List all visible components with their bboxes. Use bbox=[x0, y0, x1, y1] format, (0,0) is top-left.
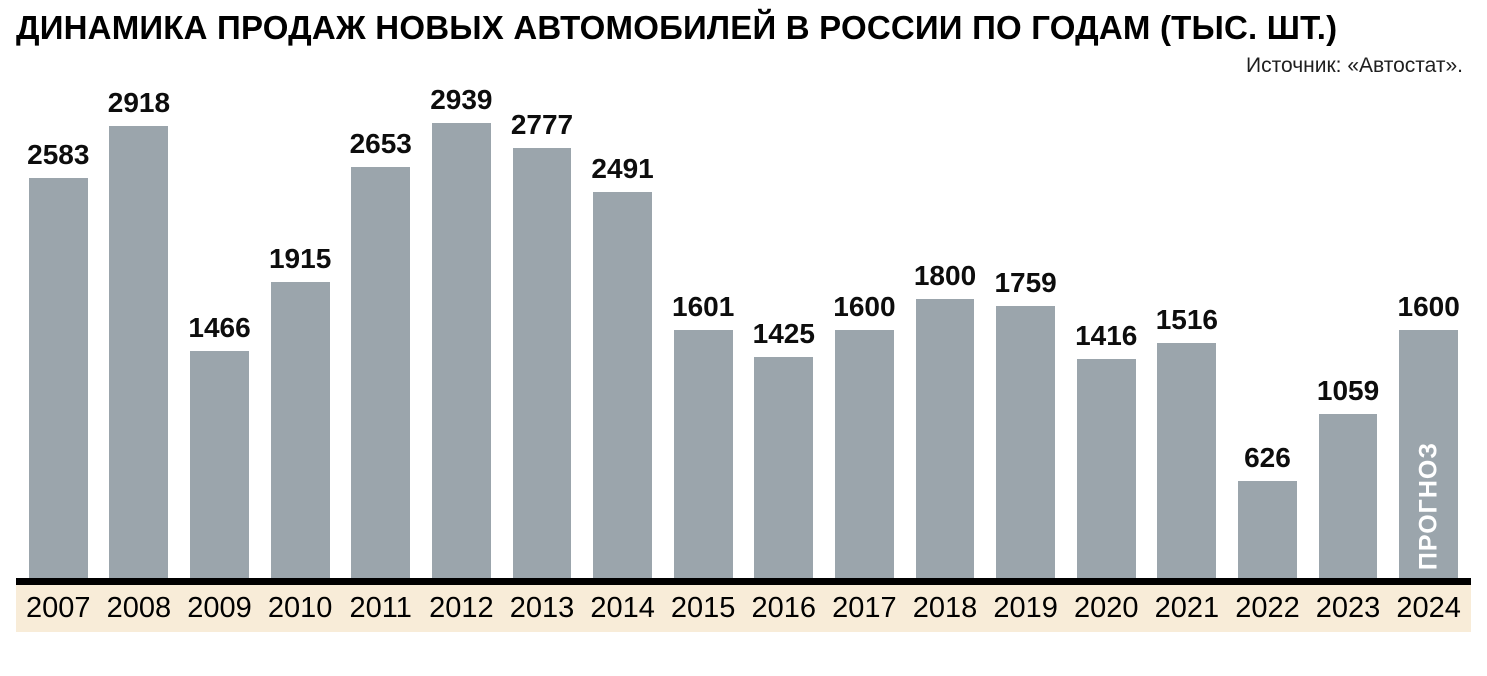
x-axis-label: 2024 bbox=[1396, 592, 1461, 625]
bar bbox=[593, 192, 652, 579]
bar-column: 1466 bbox=[179, 312, 260, 579]
bar bbox=[996, 306, 1056, 579]
x-axis-label: 2012 bbox=[429, 592, 494, 625]
x-axis-label: 2016 bbox=[751, 592, 817, 625]
bar-column: 1915 bbox=[260, 243, 341, 579]
bar-column: 1601 bbox=[663, 291, 744, 579]
bar-column: 2653 bbox=[340, 128, 421, 579]
x-axis-label: 2009 bbox=[187, 592, 252, 625]
bar-value-label: 2653 bbox=[349, 128, 412, 160]
bar bbox=[28, 178, 88, 579]
x-axis-label: 2023 bbox=[1315, 592, 1381, 625]
x-axis-label: 2020 bbox=[1073, 592, 1139, 625]
x-axis-label: 2017 bbox=[832, 592, 897, 625]
bar-value-label: 1516 bbox=[1155, 304, 1218, 336]
bar-value-label: 2918 bbox=[107, 87, 171, 119]
bar bbox=[834, 330, 894, 579]
x-axis-label: 2011 bbox=[349, 592, 412, 625]
forecast-label: ПРОГНОЗ bbox=[1414, 442, 1443, 571]
plot-area: 2583 2918 1466 1915 2653 2939 2777 2491 1601 1425… bbox=[16, 80, 1471, 579]
bar bbox=[190, 351, 249, 579]
bar-column: 1600 ПРОГНОЗ bbox=[1388, 291, 1469, 579]
bar-column: 2491 bbox=[582, 153, 663, 579]
x-axis-label: 2008 bbox=[106, 592, 172, 625]
bar-column: 1425 bbox=[743, 318, 824, 579]
bar-column: 1759 bbox=[985, 267, 1066, 579]
bar-column: 2939 bbox=[421, 84, 502, 579]
bar-value-label: 1416 bbox=[1075, 320, 1138, 352]
bar bbox=[109, 126, 169, 579]
bar-value-label: 626 bbox=[1244, 442, 1291, 474]
bar bbox=[270, 282, 330, 579]
bar-chart: 2583 2918 1466 1915 2653 2939 2777 2491 1601 1425… bbox=[16, 80, 1471, 633]
bar bbox=[1157, 343, 1217, 579]
bar bbox=[512, 148, 572, 579]
bar bbox=[1076, 359, 1136, 579]
x-axis-label: 2021 bbox=[1154, 592, 1220, 625]
bar bbox=[1318, 414, 1378, 579]
bar-value-label: 1466 bbox=[188, 312, 251, 344]
bar-column: 1600 bbox=[824, 291, 905, 579]
bar-column: 1516 bbox=[1147, 304, 1228, 579]
bar-value-label: 1915 bbox=[268, 243, 332, 275]
bar bbox=[754, 357, 814, 579]
bar-value-label: 1600 bbox=[833, 291, 896, 323]
x-axis-label: 2007 bbox=[26, 592, 91, 625]
bar-column: 1800 bbox=[905, 260, 986, 579]
bar-column: 2777 bbox=[502, 109, 583, 579]
x-axis-label: 2013 bbox=[509, 592, 575, 625]
x-axis-line bbox=[16, 578, 1471, 586]
bar-value-label: 1800 bbox=[913, 260, 977, 292]
x-axis-label: 2015 bbox=[670, 592, 736, 625]
bar bbox=[915, 299, 975, 579]
bar bbox=[351, 167, 411, 579]
x-axis-label: 2019 bbox=[993, 592, 1058, 625]
bar-column: 1416 bbox=[1066, 320, 1147, 579]
source-caption: Источник: «Автостат». bbox=[1246, 54, 1463, 78]
bar-value-label: 2777 bbox=[510, 109, 574, 141]
bar-value-label: 1425 bbox=[752, 318, 815, 350]
bar bbox=[1238, 481, 1297, 579]
bar-value-label: 1759 bbox=[994, 267, 1057, 299]
bar: ПРОГНОЗ bbox=[1399, 330, 1459, 579]
bar-value-label: 1600 bbox=[1397, 291, 1460, 323]
x-axis-label: 2018 bbox=[912, 592, 978, 625]
x-axis-label: 2022 bbox=[1235, 592, 1300, 625]
bar bbox=[673, 330, 733, 579]
bar-column: 2918 bbox=[99, 87, 180, 579]
bar-value-label: 2491 bbox=[591, 153, 654, 185]
bar-value-label: 2939 bbox=[430, 84, 493, 116]
bar bbox=[431, 123, 491, 579]
bar-column: 2583 bbox=[18, 139, 99, 579]
bar-column: 626 bbox=[1227, 442, 1308, 579]
chart-title: ДИНАМИКА ПРОДАЖ НОВЫХ АВТОМОБИЛЕЙ В РОСС… bbox=[16, 9, 1338, 46]
x-axis-label: 2014 bbox=[590, 592, 655, 625]
bar-value-label: 2583 bbox=[27, 139, 90, 171]
bar-value-label: 1059 bbox=[1316, 375, 1380, 407]
bar-value-label: 1601 bbox=[672, 291, 735, 323]
x-axis-band: 2007 2008 2009 2010 2011 2012 2013 2014 2015 2016… bbox=[16, 585, 1471, 633]
bar-column: 1059 bbox=[1308, 375, 1389, 579]
x-axis-label: 2010 bbox=[267, 592, 333, 625]
